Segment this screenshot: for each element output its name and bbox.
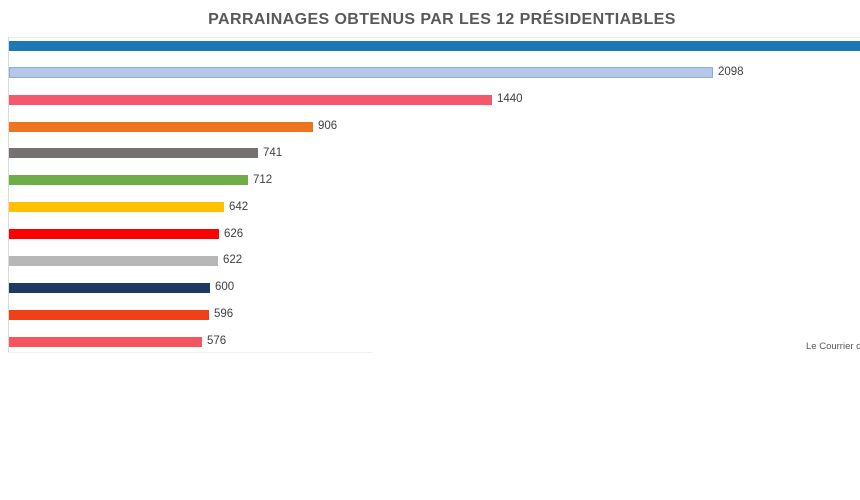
bar-value-label: 906 [318, 120, 338, 133]
bar-value-label: 596 [214, 308, 234, 321]
bar-value-label: 626 [224, 227, 244, 240]
bar [9, 282, 210, 293]
bar [9, 41, 860, 51]
bar [9, 309, 209, 320]
bar-value-label: 712 [253, 173, 273, 186]
bar [9, 255, 218, 266]
bar-value-label: 741 [263, 146, 283, 159]
bar-value-label: 1440 [497, 93, 523, 106]
bar [9, 94, 492, 105]
bar [9, 336, 202, 347]
source-credit: Le Courrier d [806, 341, 860, 352]
bar-value-label: 622 [223, 254, 243, 267]
plot-area-bottom-border [8, 352, 372, 353]
bar [9, 67, 713, 79]
plot-area-top-border [8, 37, 860, 38]
bar-value-label: 642 [229, 200, 249, 213]
y-axis-line [8, 37, 9, 353]
chart-title: PARRAINAGES OBTENUS PAR LES 12 PRÉSIDENT… [208, 11, 676, 28]
bar-value-label: 600 [215, 281, 235, 294]
bar [9, 229, 219, 240]
bar-value-label: 2098 [718, 66, 744, 79]
bar [9, 175, 248, 186]
bar [9, 148, 258, 159]
bar-value-label: 576 [207, 335, 227, 348]
bar [9, 121, 313, 132]
bar [9, 202, 224, 213]
